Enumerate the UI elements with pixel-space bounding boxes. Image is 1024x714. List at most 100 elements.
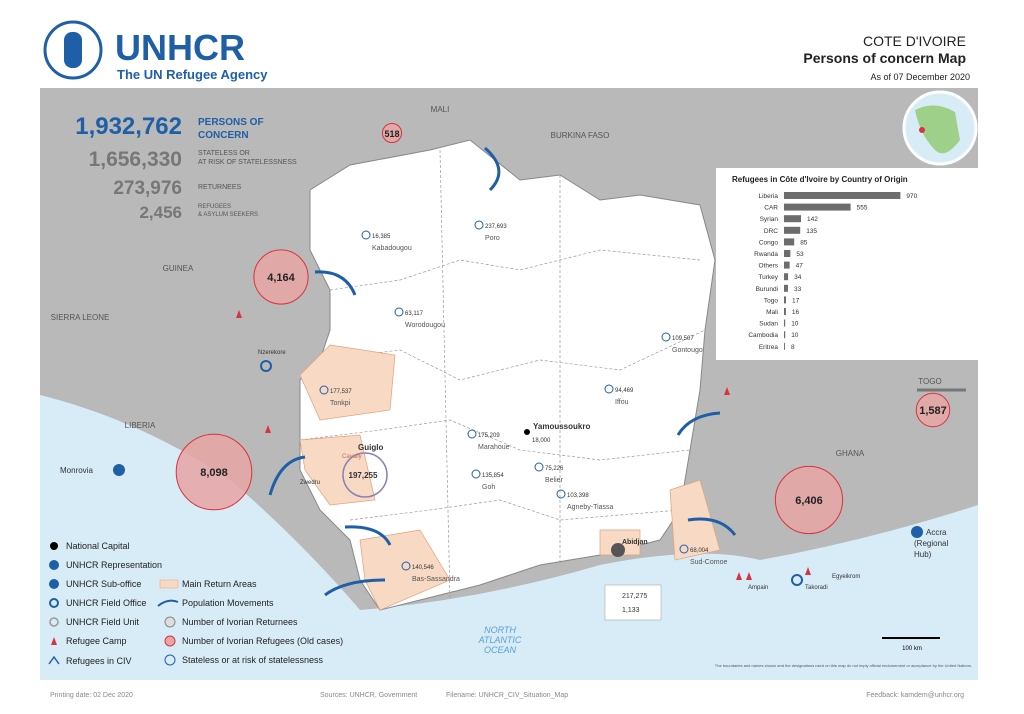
- region-count: 63,117: [405, 311, 424, 317]
- place-label: Egyeikrom: [832, 574, 860, 580]
- scale-label: 100 km: [902, 646, 922, 652]
- refugee-count: 6,406: [795, 495, 823, 507]
- summary-label: STATELESS OR: [198, 150, 250, 157]
- bar: [784, 203, 851, 211]
- region-name: Goh: [482, 484, 495, 491]
- camp-marker: [736, 572, 742, 580]
- movements: [268, 146, 966, 597]
- region-count: 16,385: [372, 234, 391, 240]
- place-label: Takoradi: [805, 585, 828, 591]
- legend-symbol: [50, 542, 58, 550]
- bar: [784, 308, 786, 315]
- border: [349, 499, 681, 521]
- value-label: 10: [791, 321, 799, 328]
- capital-label: Yamoussoukro: [533, 422, 590, 431]
- legend-symbol: [49, 579, 59, 589]
- place-label: (Regional: [914, 539, 948, 548]
- movement-arrow: [483, 146, 501, 192]
- movement-arrow: [687, 517, 737, 536]
- region-marker: [474, 220, 484, 230]
- bar: [784, 284, 788, 292]
- value-label: 47: [796, 263, 804, 270]
- return-areas: [299, 344, 721, 611]
- category-label: Togo: [764, 297, 778, 304]
- region-borders: [299, 149, 706, 601]
- country-label: SIERRA LEONE: [51, 313, 110, 322]
- office-marker: [611, 543, 625, 557]
- category-label: Turkey: [758, 274, 778, 281]
- country-label: BURKINA FASO: [551, 131, 610, 140]
- region-label: Cavally: [342, 454, 362, 460]
- places: Yamoussoukro 18,000 Guiglo 197,255 Caval…: [60, 350, 948, 621]
- camp-marker: [236, 310, 242, 318]
- chart-title: Refugees in Côte d'Ivoire by Country of …: [732, 175, 908, 184]
- bar: [784, 342, 785, 350]
- legend-symbol: [49, 617, 59, 627]
- category-label: Rwanda: [754, 251, 778, 258]
- region-count: 109,507: [672, 336, 694, 342]
- region-count: 237,693: [485, 224, 507, 230]
- summary-value: 1,656,330: [89, 148, 182, 171]
- place-label: Hub): [914, 550, 932, 559]
- legend-symbol: [51, 637, 57, 645]
- value-label: 16: [792, 309, 800, 316]
- region-count: 135,854: [482, 473, 504, 479]
- camps: [236, 310, 811, 580]
- region-marker: [467, 429, 477, 439]
- value-label: 142: [807, 216, 818, 223]
- place-label: Ampain: [748, 585, 768, 591]
- summary-label: PERSONS OF: [198, 117, 264, 128]
- legend-label: Main Return Areas: [182, 579, 257, 589]
- chart-panel: [716, 168, 978, 360]
- region-marker: [401, 561, 411, 571]
- camp-marker: [746, 572, 752, 580]
- map-date: As of 07 December 2020: [870, 72, 970, 82]
- movement-arrow: [314, 270, 357, 296]
- refugee-circle: [175, 433, 253, 511]
- bar: [784, 331, 786, 339]
- legend-symbol: [48, 655, 60, 665]
- legend-label: UNHCR Field Office: [66, 598, 146, 608]
- region-marker: [679, 544, 689, 554]
- summary-value: 273,976: [113, 178, 182, 199]
- region-marker: [556, 489, 566, 499]
- legend-label: UNHCR Field Unit: [66, 617, 140, 627]
- office-marker: [260, 360, 272, 372]
- legend-symbol: [159, 579, 179, 589]
- legend-label: Population Movements: [182, 598, 274, 608]
- ocean-label: ATLANTIC: [478, 635, 522, 645]
- summary-value: 1,932,762: [75, 113, 182, 140]
- bar: [784, 192, 901, 199]
- category-label: CAR: [764, 205, 778, 212]
- region-marker: [534, 462, 544, 472]
- place-label: Abidjan: [622, 539, 648, 546]
- place-label: Zwedru: [300, 480, 320, 486]
- movement-arrow: [676, 411, 721, 436]
- place-label: Guiglo: [358, 443, 383, 452]
- country-label: GHANA: [836, 449, 865, 458]
- refugee-count: 4,164: [267, 272, 295, 284]
- category-label: Others: [758, 263, 778, 270]
- legend-symbol: [49, 598, 59, 608]
- region-marker: [661, 332, 671, 342]
- legend-label: Refugees in CIV: [66, 656, 132, 666]
- movement-arrow: [324, 578, 386, 597]
- movement-arrow: [268, 455, 306, 496]
- footer-feedback: Feedback: kamdem@unhcr.org: [866, 692, 964, 699]
- country-label: GUINEA: [163, 264, 194, 273]
- region-name: Sud-Comoe: [690, 559, 727, 566]
- value-label: 970: [906, 193, 917, 200]
- region-name: Tonkpi: [330, 400, 351, 407]
- refugee-circle: [915, 392, 951, 428]
- region-name: Poro: [485, 235, 500, 242]
- logo-emblem: [43, 20, 103, 80]
- value-label: 8: [791, 344, 795, 351]
- region-name: Agneby-Tiassa: [567, 504, 614, 511]
- legend-label: Number of Ivorian Refugees (Old cases): [182, 636, 343, 646]
- region-marker: [394, 307, 404, 317]
- bar: [784, 226, 801, 234]
- legend-label: National Capital: [66, 541, 130, 551]
- region-count: 94,469: [615, 388, 634, 394]
- summary: 1,932,762 PERSONS OF CONCERN 1,656,330 S…: [75, 113, 297, 222]
